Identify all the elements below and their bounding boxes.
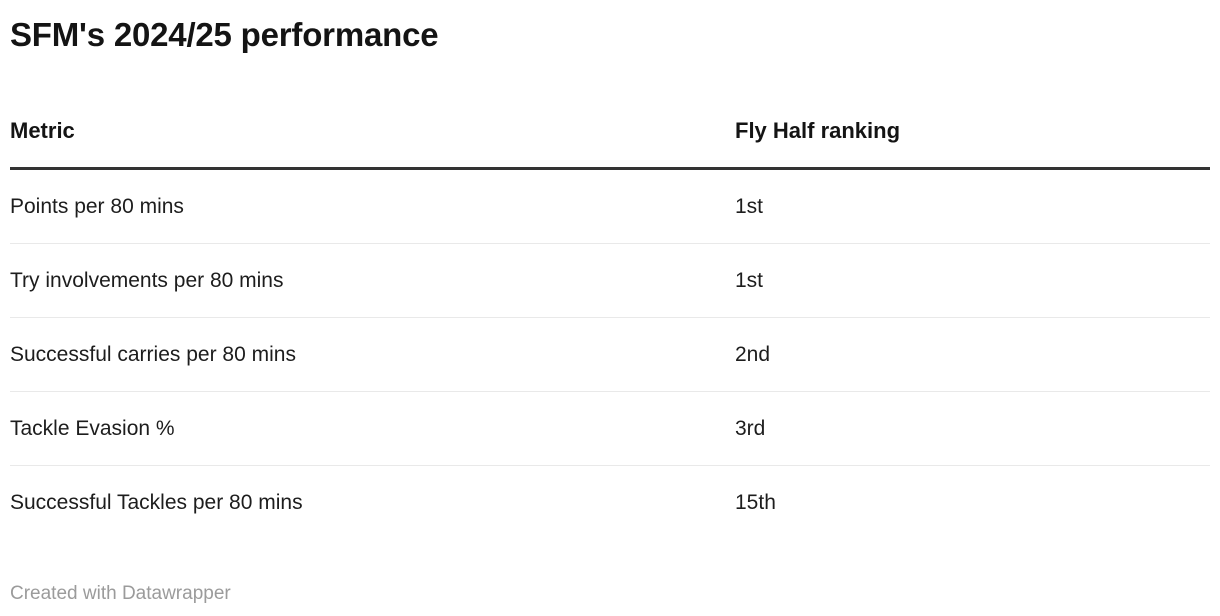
metric-cell: Successful carries per 80 mins [10, 317, 735, 392]
page-title: SFM's 2024/25 performance [10, 16, 439, 53]
metric-cell: Points per 80 mins [10, 168, 735, 244]
ranking-cell: 3rd [735, 391, 1210, 466]
ranking-cell: 15th [735, 491, 776, 514]
table-row: Points per 80 mins 1st [10, 168, 1210, 244]
table-row: Successful carries per 80 mins 2nd [10, 317, 1210, 392]
metric-cell: Successful Tackles per 80 mins [10, 491, 303, 514]
ranking-cell: 1st [735, 168, 1210, 244]
table-row: Successful Tackles per 80 mins 15th [10, 466, 1210, 540]
table-row: Try involvements per 80 mins 1st [10, 243, 1210, 318]
ranking-cell: 1st [735, 243, 1210, 318]
table-header-row: Metric Fly Half ranking [10, 117, 1210, 170]
metric-cell: Try involvements per 80 mins [10, 243, 735, 318]
ranking-cell: 2nd [735, 317, 1210, 392]
performance-table: Metric Fly Half ranking Points per 80 mi… [10, 117, 1210, 539]
column-header-metric: Metric [10, 117, 735, 170]
metric-cell: Tackle Evasion % [10, 391, 735, 466]
column-header-fly-half-ranking: Fly Half ranking [735, 117, 1210, 170]
table-row: Tackle Evasion % 3rd [10, 391, 1210, 466]
datawrapper-credit-link[interactable]: Created with Datawrapper [10, 583, 231, 604]
